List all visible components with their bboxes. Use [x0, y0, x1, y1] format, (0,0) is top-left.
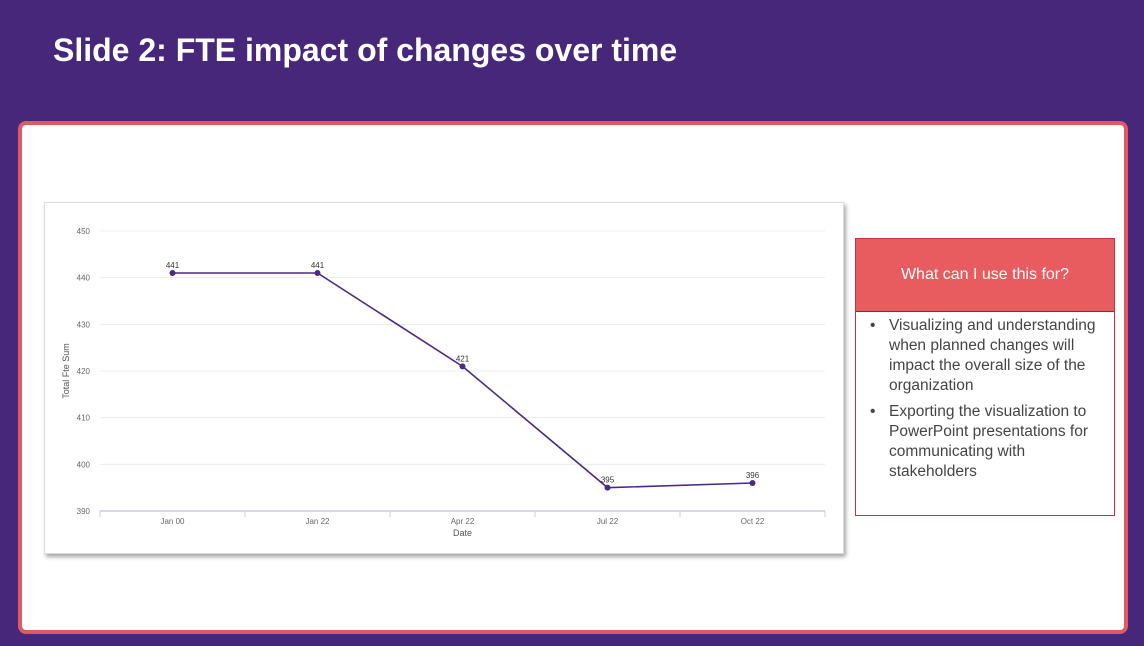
info-box-heading: What can I use this for?: [856, 239, 1114, 312]
data-label: 396: [746, 471, 760, 480]
slide-title: Slide 2: FTE impact of changes over time: [53, 32, 678, 68]
y-axis-title: Total Fte Sum: [61, 343, 71, 399]
y-tick-label: 410: [77, 414, 91, 423]
content-panel: 390 400 410 420 430 440 450 Jan 00 Jan 22 Apr 22 J…: [18, 121, 1128, 634]
x-tick-label: Oct 22: [741, 517, 765, 526]
y-tick-label: 400: [77, 460, 91, 469]
x-axis-title: Date: [453, 528, 472, 538]
data-label: 395: [601, 476, 615, 485]
y-tick-label: 450: [77, 227, 91, 236]
data-label: 441: [166, 261, 180, 270]
line-chart: 390 400 410 420 430 440 450 Jan 00 Jan 22 Apr 22 J…: [61, 227, 826, 538]
data-label: 421: [456, 354, 470, 363]
data-point: [459, 363, 466, 370]
x-tick-label: Apr 22: [451, 517, 475, 526]
data-point: [749, 480, 756, 486]
info-bullet-item: • Visualizing and understanding when pla…: [870, 316, 1106, 396]
x-tick-label: Jan 22: [305, 517, 330, 526]
info-bullet-text: Visualizing and understanding when plann…: [889, 317, 1096, 394]
y-tick-label: 430: [77, 320, 91, 329]
y-tick-label: 390: [77, 507, 91, 516]
data-point: [314, 270, 321, 276]
chart-card: 390 400 410 420 430 440 450 Jan 00 Jan 22 Apr 22 J…: [44, 202, 844, 554]
y-tick-label: 420: [77, 367, 91, 376]
data-point: [169, 270, 176, 276]
bullet-icon: •: [870, 403, 876, 420]
y-tick-label: 440: [77, 274, 91, 283]
info-bullet-text: Exporting the visualization to PowerPoin…: [889, 403, 1089, 480]
info-bullet-list: • Visualizing and understanding when pla…: [856, 312, 1114, 482]
series-line: [172, 272, 753, 489]
info-bullet-item: • Exporting the visualization to PowerPo…: [870, 402, 1106, 482]
data-point: [604, 484, 611, 491]
info-box: What can I use this for? • Visualizing a…: [855, 238, 1115, 516]
x-tick-label: Jul 22: [597, 517, 619, 526]
x-tick-label: Jan 00: [160, 517, 185, 526]
data-label: 441: [311, 261, 325, 270]
bullet-icon: •: [870, 317, 876, 334]
